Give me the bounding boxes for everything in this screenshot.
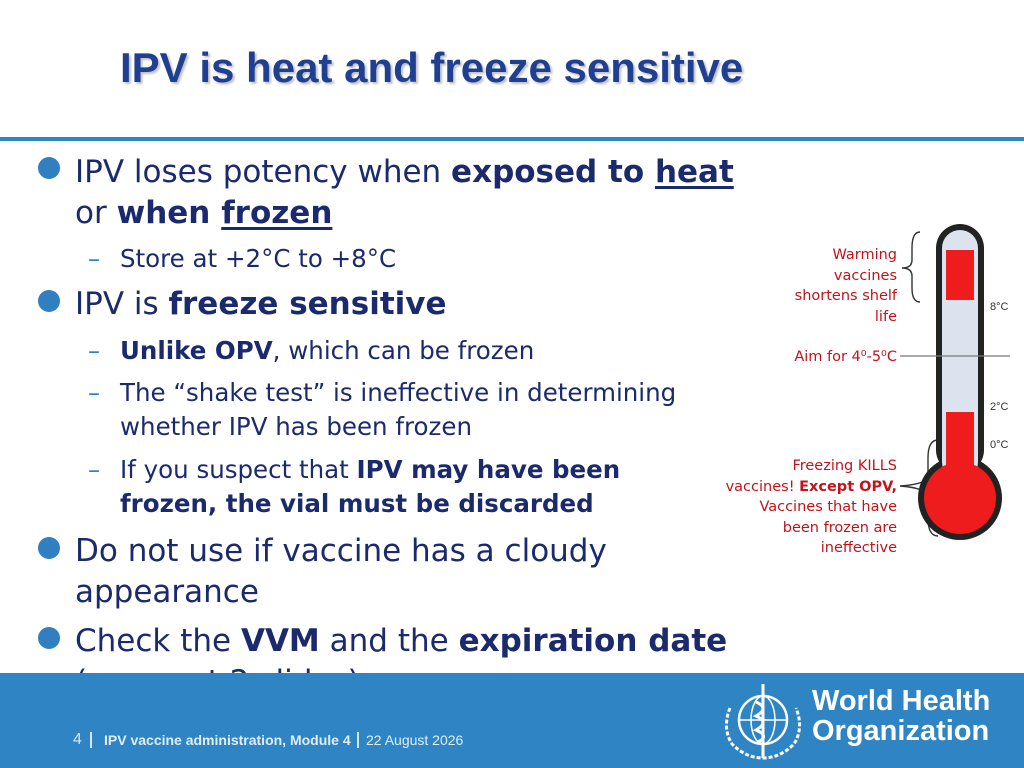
- bullet-2-sub-3: If you suspect that IPV may have been fro…: [120, 455, 621, 518]
- footer-date: 22 August 2026: [366, 732, 464, 748]
- footer-module: IPV vaccine administration, Module 4: [104, 732, 351, 748]
- thermo-red-lower: [946, 412, 974, 492]
- bullet-1-sub-1: Store at +2°C to +8°C: [120, 244, 397, 273]
- title-divider: [0, 137, 1024, 141]
- footer-separator: [357, 732, 359, 748]
- bullet-2-sub-2: The “shake test” is ineffective in deter…: [120, 378, 677, 441]
- who-wordmark: World Health Organization: [812, 685, 991, 747]
- bullet-3: Do not use if vaccine has a cloudy appear…: [75, 533, 607, 610]
- brace-warming: [901, 231, 921, 303]
- tick-8c: 8°C: [990, 301, 1009, 313]
- note-freezing: Freezing KILLS vaccines! Except OPV, Vac…: [725, 458, 897, 556]
- thermo-bulb-red: [924, 462, 996, 534]
- who-emblem-icon: [725, 684, 801, 760]
- tick-0c: 0°C: [990, 439, 1009, 451]
- tick-2c: 2°C: [990, 401, 1009, 413]
- note-warming: Warming vaccines shortens shelf life: [794, 247, 897, 325]
- bullet-dot: [38, 627, 60, 649]
- thermometer-graphic: 8°C 2°C 0°C: [900, 224, 1010, 540]
- note-aim: Aim for 4⁰-5⁰C: [794, 349, 897, 365]
- sub-dash: –: [88, 337, 100, 365]
- slide-title: IPV is heat and freeze sensitive: [120, 44, 744, 91]
- bullet-dot: [38, 157, 60, 179]
- bullet-2-sub-1: Unlike OPV, which can be frozen: [120, 336, 535, 365]
- footer-bar: [0, 673, 1024, 768]
- sub-dash: –: [88, 379, 100, 407]
- sub-dash: –: [88, 245, 100, 273]
- thermo-red-upper: [946, 250, 974, 300]
- page-number: 4: [73, 731, 82, 748]
- footer-separator: [90, 732, 92, 748]
- bullet-dot: [38, 537, 60, 559]
- bullet-2: IPV is freeze sensitive: [75, 286, 447, 322]
- bullet-1: IPV loses potency when exposed to heat o…: [75, 154, 734, 231]
- sub-dash: –: [88, 456, 100, 484]
- bullet-dot: [38, 290, 60, 312]
